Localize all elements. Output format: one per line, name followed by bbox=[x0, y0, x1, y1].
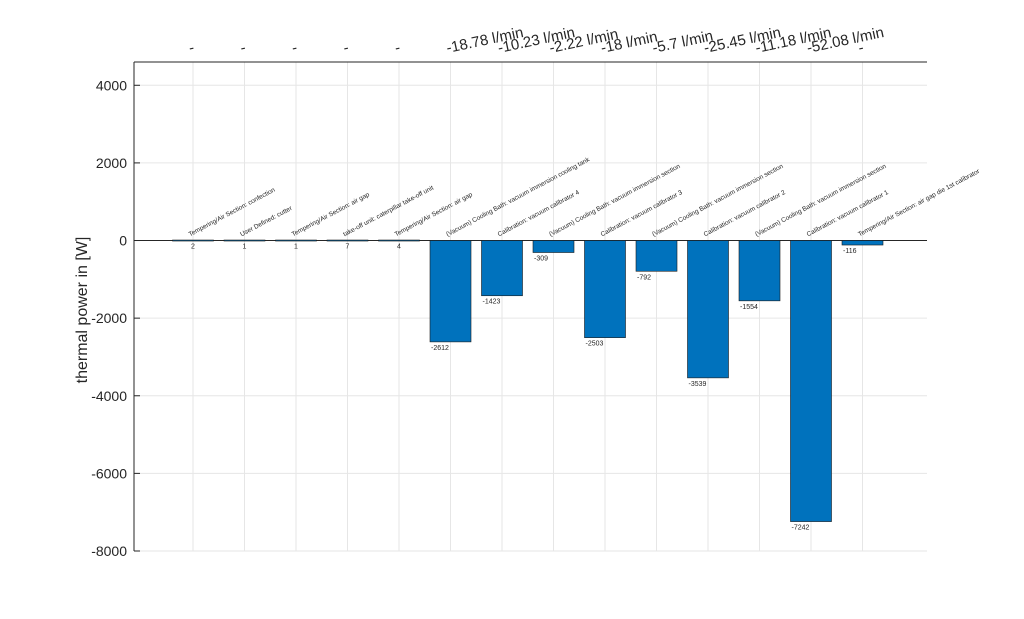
bar bbox=[790, 240, 832, 522]
y-tick-label: 0 bbox=[119, 233, 127, 249]
flow-rate-label: - bbox=[239, 39, 247, 57]
bar-value-label: -116 bbox=[843, 248, 857, 255]
bar-value-label: 4 bbox=[397, 244, 401, 251]
flow-rate-label: - bbox=[342, 39, 350, 57]
bar bbox=[584, 240, 626, 338]
y-tick-label: -8000 bbox=[91, 543, 127, 559]
bar-value-label: -1554 bbox=[740, 304, 758, 311]
labels-layer: 4000 2000 0 -2000 -4000 -6000 -8000 2 1 1 7 4 -2612 -… bbox=[91, 24, 982, 559]
bar bbox=[326, 239, 369, 242]
bar bbox=[841, 240, 884, 246]
bar bbox=[532, 240, 575, 253]
bar-value-label: -2612 bbox=[431, 345, 449, 352]
bar bbox=[223, 239, 266, 242]
y-tick-label: 4000 bbox=[96, 77, 127, 93]
y-tick-label: -6000 bbox=[91, 465, 127, 481]
flow-rate-label: - bbox=[393, 39, 401, 57]
bar bbox=[429, 240, 472, 343]
category-label: take-off unit: caterpillar take-off unit bbox=[342, 184, 435, 238]
category-label: Calibration: vacuum calibrator 4 bbox=[497, 189, 581, 238]
bar bbox=[172, 239, 214, 242]
bar-value-label: 1 bbox=[294, 244, 298, 251]
y-axis-label: thermal power in [W] bbox=[74, 237, 91, 384]
bar-value-label: 2 bbox=[191, 244, 195, 251]
bar-value-label: -7242 bbox=[792, 525, 810, 532]
bar bbox=[738, 240, 781, 302]
flow-rate-label: - bbox=[290, 39, 298, 57]
bar-value-label: -309 bbox=[534, 256, 548, 263]
bars-layer bbox=[172, 239, 884, 522]
y-tick-label: -4000 bbox=[91, 388, 127, 404]
category-label: Tempering/Air Section: air gap die 1st c… bbox=[857, 168, 982, 239]
category-label: Tempering/Air Section: confection bbox=[188, 186, 277, 238]
bar bbox=[635, 240, 678, 272]
category-label: Calibration: vacuum calibrator 3 bbox=[600, 189, 684, 238]
category-label: Calibration: vacuum calibrator 1 bbox=[806, 189, 890, 238]
bar-value-label: -1423 bbox=[483, 299, 501, 306]
bar bbox=[275, 239, 317, 242]
bar bbox=[378, 239, 420, 242]
bar bbox=[481, 240, 523, 297]
bar-value-label: -2503 bbox=[586, 341, 604, 348]
y-tick-label: 2000 bbox=[96, 155, 127, 171]
flow-rate-label: - bbox=[187, 39, 195, 57]
flow-rate-label: - bbox=[857, 39, 865, 57]
category-label: Calibration: vacuum calibrator 2 bbox=[703, 189, 787, 238]
category-label: Tempering/Air Section: air gap bbox=[291, 191, 372, 238]
bar-value-label: 7 bbox=[346, 244, 350, 251]
category-label: User Defined: cutter bbox=[239, 205, 294, 239]
bar bbox=[687, 240, 729, 379]
bar-value-label: -3539 bbox=[689, 381, 707, 388]
y-tick-label: -2000 bbox=[91, 310, 127, 326]
bar-value-label: 1 bbox=[243, 244, 247, 251]
bar-value-label: -792 bbox=[637, 274, 651, 281]
